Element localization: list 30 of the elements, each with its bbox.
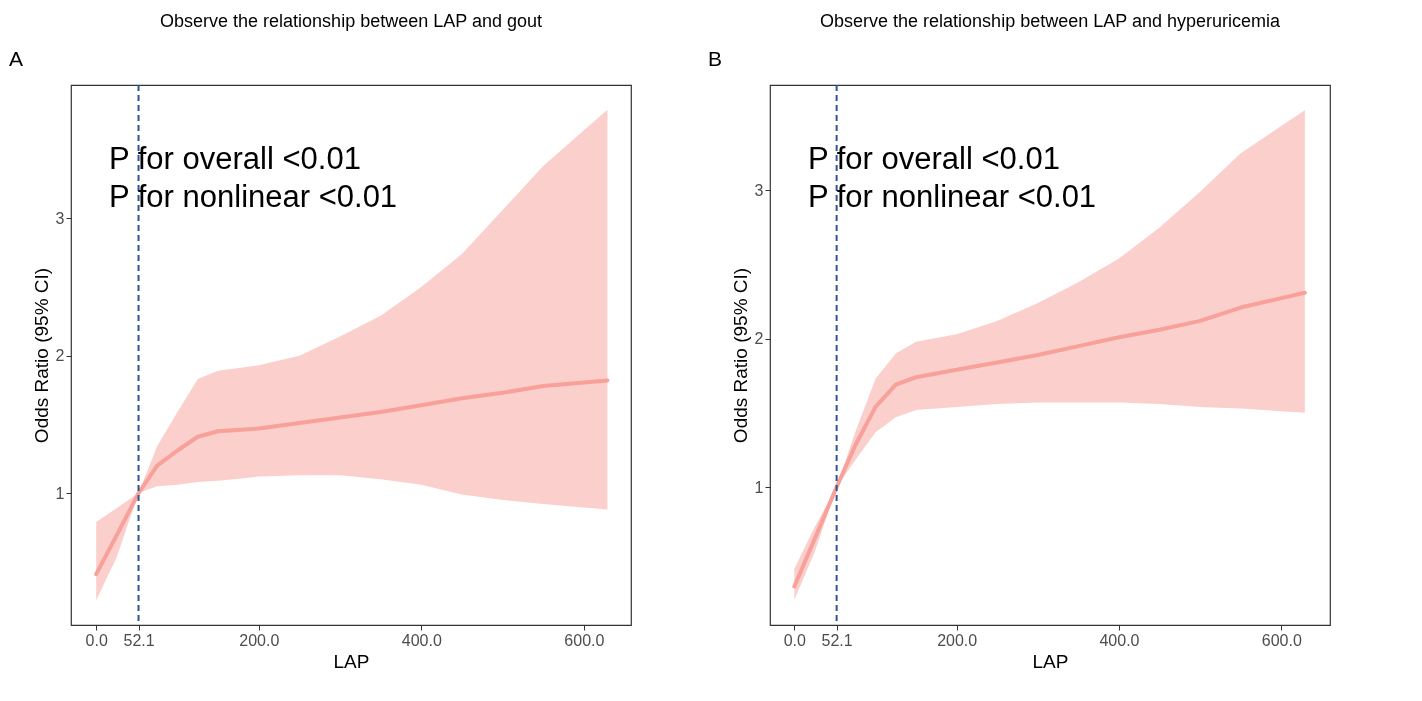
x-axis-title: LAP [1032,650,1069,672]
x-tick-label: 0.0 [85,631,108,649]
y-axis-title: Odds Ratio (95% CI) [30,267,52,444]
x-tick-label: 52.1 [821,631,853,649]
x-tick-label: 600.0 [1261,631,1302,649]
annotation: P for overall <0.01 [808,141,1060,176]
y-tick-label: 1 [55,484,65,502]
y-axis-title: Odds Ratio (95% CI) [729,267,751,444]
annotation: P for nonlinear <0.01 [109,179,398,214]
line-series [94,378,610,577]
y-tick-label: 1 [754,478,764,496]
chart-title: Observe the relationship between LAP and gout [160,11,542,31]
line-series [792,290,1307,589]
x-tick-label: 600.0 [564,631,605,649]
y-tick-label: 3 [55,209,65,227]
y-tick-label: 2 [55,347,65,365]
x-tick-label: 52.1 [123,631,155,649]
text: A [9,47,24,70]
y-tick-label: 3 [754,181,764,199]
y-tick-label: 2 [754,330,764,348]
text: B [708,47,723,70]
x-tick-label: 400.0 [401,631,442,649]
x-tick-label: 200.0 [239,631,280,649]
x-axis-title: LAP [333,650,370,672]
annotation: P for nonlinear <0.01 [808,179,1097,214]
chart-title: Observe the relationship between LAP and hyperuricemia [820,11,1281,31]
x-tick-label: 400.0 [1099,631,1140,649]
annotation: P for overall <0.01 [109,141,361,176]
x-tick-label: 0.0 [783,631,807,649]
x-tick-label: 200.0 [937,631,978,649]
